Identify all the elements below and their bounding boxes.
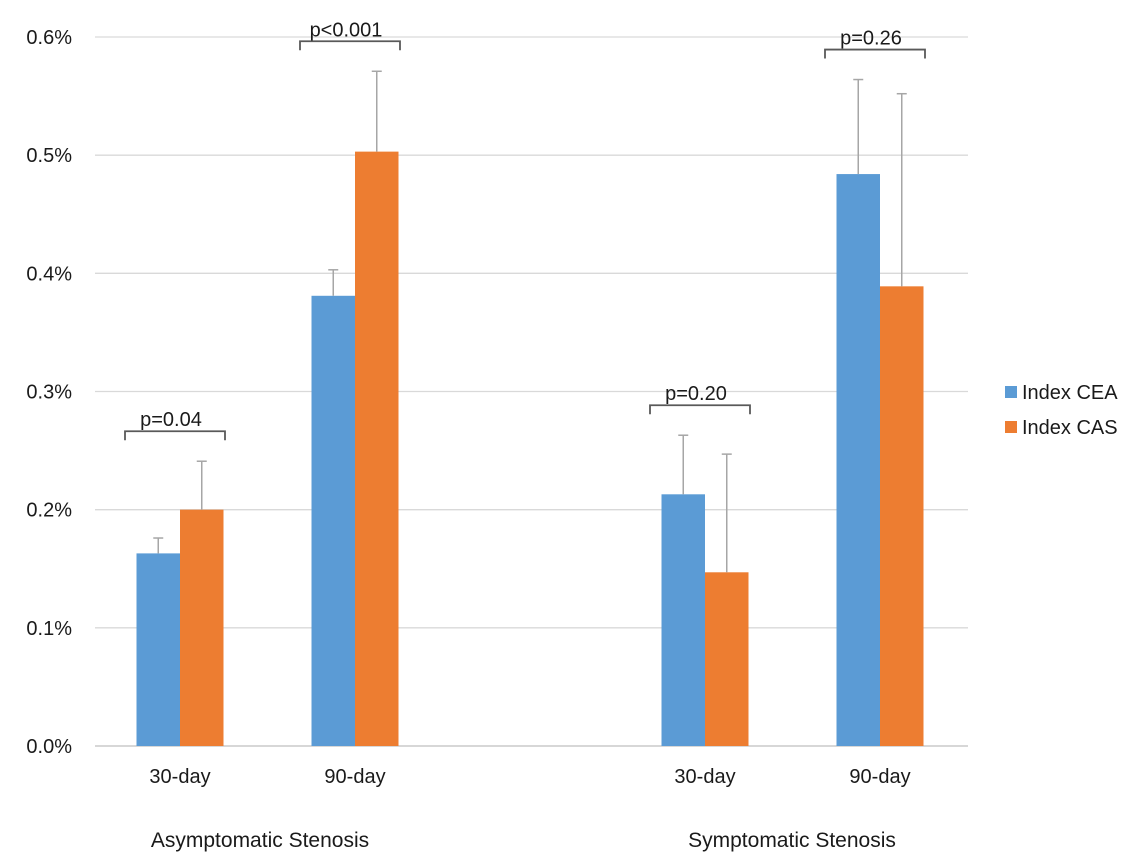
- group-label: Asymptomatic Stenosis: [151, 829, 369, 852]
- group-labels: Asymptomatic Stenosis Symptomatic Stenosi…: [151, 829, 896, 852]
- bar-cas: [705, 572, 749, 746]
- bar-cas: [880, 286, 924, 746]
- gridlines: [95, 36, 968, 747]
- p-value-bracket: [824, 48, 926, 59]
- p-value-label: p<0.001: [310, 19, 383, 41]
- x-tick-label: 90-day: [324, 766, 385, 788]
- bar-cea: [661, 494, 705, 746]
- y-tick-label: 0.6%: [26, 27, 72, 49]
- legend-swatch: [1005, 421, 1017, 433]
- x-tick-label: 30-day: [674, 766, 735, 788]
- error-bars: [153, 70, 907, 573]
- bar-cea: [311, 295, 355, 746]
- legend-label: Index CAS: [1022, 417, 1118, 439]
- p-value-bracket: [649, 404, 751, 415]
- y-axis-tick-labels: 0.0% 0.1% 0.2% 0.3% 0.4% 0.5% 0.6%: [26, 27, 72, 758]
- p-value-label: p=0.26: [840, 28, 902, 50]
- bar-cea: [836, 174, 880, 746]
- p-value-label: p=0.04: [140, 409, 202, 431]
- y-tick-label: 0.5%: [26, 145, 72, 167]
- bars: [136, 151, 924, 746]
- group-label: Symptomatic Stenosis: [688, 829, 896, 852]
- bar-cea: [136, 553, 180, 746]
- x-axis-tick-labels: 30-day 90-day 30-day 90-day: [149, 766, 910, 788]
- p-value-bracket: [124, 430, 226, 441]
- legend: Index CEA Index CAS: [1005, 382, 1118, 439]
- y-tick-label: 0.3%: [26, 382, 72, 404]
- x-tick-label: 30-day: [149, 766, 210, 788]
- p-value-annotations: p=0.04 p<0.001 p=0.20 p=0.26: [124, 19, 926, 441]
- bar-cas: [355, 151, 399, 746]
- x-tick-label: 90-day: [849, 766, 910, 788]
- p-value-label: p=0.20: [665, 383, 727, 405]
- legend-swatch: [1005, 386, 1017, 398]
- legend-label: Index CEA: [1022, 382, 1118, 404]
- y-tick-label: 0.4%: [26, 263, 72, 285]
- p-value-bracket: [299, 40, 401, 51]
- y-tick-label: 0.2%: [26, 500, 72, 522]
- y-tick-label: 0.0%: [26, 736, 72, 758]
- bar-cas: [180, 509, 224, 746]
- y-tick-label: 0.1%: [26, 618, 72, 640]
